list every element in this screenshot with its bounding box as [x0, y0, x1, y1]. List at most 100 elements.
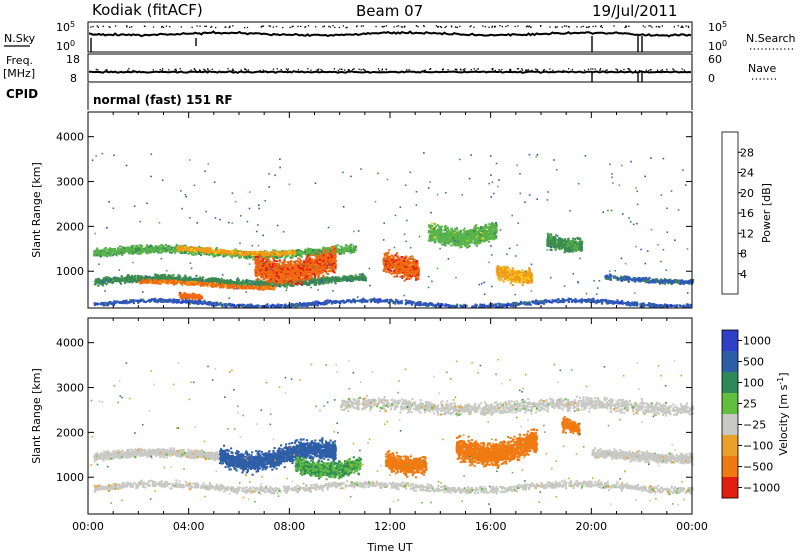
scatter-cell: [272, 249, 275, 252]
scatter-cell: [127, 249, 130, 252]
scatter-cell: [136, 276, 139, 279]
nsearch-dot: [437, 25, 440, 28]
scatter-cell: [99, 279, 102, 282]
scatter-cell: [96, 247, 99, 250]
scatter-cell: [230, 286, 233, 289]
scatter-cell: [229, 252, 232, 255]
scatter-cell: [217, 278, 220, 281]
scatter-cell: [269, 286, 272, 289]
nsearch-dot: [229, 26, 231, 28]
scatter-cell: [183, 276, 186, 279]
scatter-cell: [351, 275, 354, 278]
scatter-cell: [302, 250, 305, 253]
scatter-cell: [118, 245, 122, 248]
scatter-cell: [324, 277, 327, 280]
scatter-cell: [267, 258, 271, 261]
nsearch-dot: [445, 25, 447, 28]
scatter-cell: [255, 278, 258, 281]
nave-dot: [620, 69, 622, 72]
nave-dot: [429, 68, 431, 71]
scatter-cell: [230, 281, 233, 284]
nave-dot: [194, 68, 196, 70]
scatter-cell: [186, 283, 189, 286]
scatter-cell: [259, 287, 262, 290]
scatter-cell: [246, 282, 249, 285]
nave-tick-bottom: 0: [708, 72, 715, 85]
scatter-cell: [281, 250, 284, 253]
scatter-cell: [111, 281, 115, 284]
scatter-cell: [311, 278, 314, 281]
scatter-cell: [191, 253, 194, 256]
scatter-cell: [246, 280, 249, 283]
scatter-cell: [98, 282, 101, 285]
freq-trace-line: [89, 70, 692, 74]
nsearch-dot: [613, 25, 615, 27]
scatter-cell: [198, 293, 201, 296]
scatter-cell: [163, 279, 166, 282]
scatter-cell: [183, 297, 186, 299]
scatter-cell: [218, 249, 221, 252]
scatter-cell: [252, 285, 256, 288]
scatter-cell: [305, 253, 308, 256]
scatter-cell: [266, 286, 269, 289]
scatter-cell: [156, 280, 159, 283]
scatter-cell: [161, 274, 164, 276]
scatter-cell: [97, 278, 100, 281]
nave-dot: [525, 69, 527, 71]
scatter-cell: [195, 296, 198, 299]
scatter-cell: [320, 263, 323, 266]
scatter-cell: [355, 278, 358, 280]
nsearch-dot: [144, 25, 146, 27]
scatter-cell: [175, 245, 178, 248]
nave-dot: [244, 68, 247, 70]
scatter-cell: [195, 248, 198, 251]
scatter-cell: [246, 287, 250, 290]
scatter-cell: [290, 263, 293, 266]
nave-dot: [456, 69, 458, 71]
scatter-cell: [208, 280, 211, 283]
scatter-cell: [109, 279, 112, 282]
scatter-cell: [174, 250, 177, 253]
nsearch-dot: [362, 25, 364, 27]
scatter-cell: [115, 250, 119, 253]
scatter-cell: [155, 282, 158, 285]
scatter-cell: [130, 248, 133, 251]
scatter-cell: [338, 252, 341, 255]
nave-dot: [333, 68, 335, 70]
scatter-cell: [138, 275, 141, 278]
scatter-cell: [297, 249, 300, 251]
scatter-cell: [187, 252, 190, 255]
scatter-cell: [276, 255, 279, 258]
scatter-cell: [195, 278, 199, 281]
scatter-cell: [174, 248, 177, 250]
nave-dot: [227, 68, 229, 70]
nsearch-dot: [655, 26, 657, 28]
scatter-cell: [183, 291, 186, 294]
scatter-cell: [174, 281, 177, 284]
scatter-cell: [241, 279, 244, 282]
scatter-cell: [206, 251, 209, 254]
scatter-cell: [285, 284, 288, 287]
scatter-cell: [183, 279, 186, 282]
scatter-cell: [170, 246, 173, 249]
scatter-cell: [347, 246, 350, 249]
scatter-cell: [180, 244, 183, 247]
scatter-cell: [177, 279, 180, 282]
scatter-cell: [109, 253, 112, 256]
scatter-cell: [143, 247, 146, 250]
scatter-cell: [321, 281, 324, 284]
scatter-cell: [135, 246, 138, 249]
scatter-cell: [272, 265, 275, 267]
scatter-cell: [160, 274, 163, 277]
nsearch-dot: [527, 26, 529, 28]
nave-dot: [132, 69, 134, 72]
nave-dot: [542, 69, 545, 71]
nave-dot: [353, 68, 355, 70]
nave-dot: [491, 68, 493, 70]
scatter-cell: [168, 244, 171, 247]
nave-dot: [509, 69, 511, 71]
nsearch-dot: [334, 26, 336, 29]
scatter-cell: [269, 260, 272, 263]
scatter-cell: [108, 279, 111, 282]
freq-tick-bottom: 8: [70, 72, 77, 85]
